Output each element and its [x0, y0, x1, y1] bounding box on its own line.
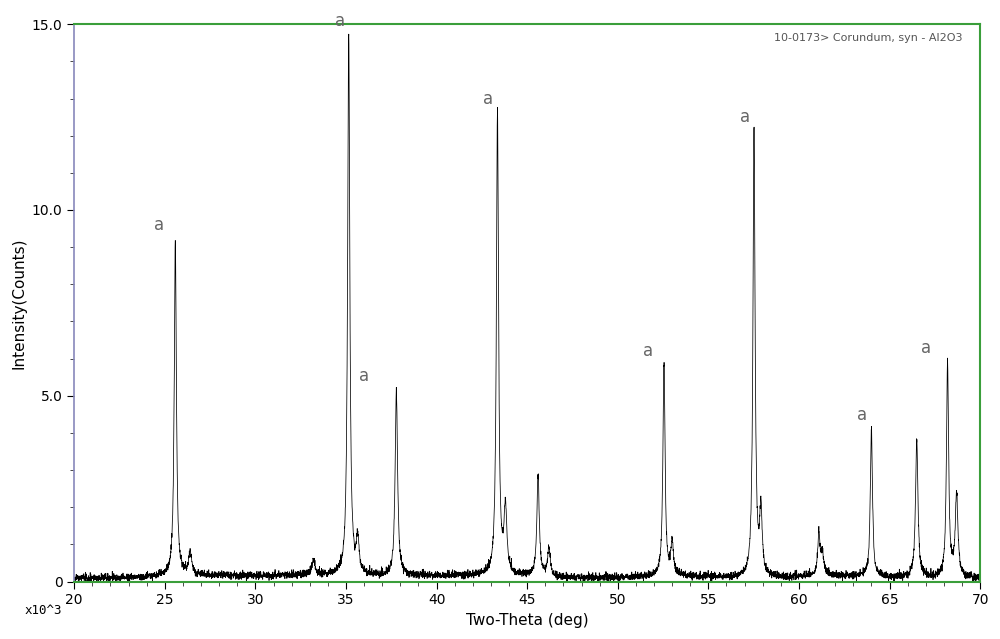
X-axis label: Two-Theta (deg): Two-Theta (deg): [466, 613, 588, 628]
Text: x10^3: x10^3: [24, 604, 62, 617]
Text: a: a: [740, 109, 750, 127]
Text: a: a: [154, 216, 164, 234]
Text: 10-0173> Corundum, syn - Al2O3: 10-0173> Corundum, syn - Al2O3: [774, 33, 962, 43]
Text: a: a: [921, 339, 931, 357]
Y-axis label: Intensity(Counts): Intensity(Counts): [11, 237, 26, 369]
Text: a: a: [483, 90, 493, 108]
Text: a: a: [857, 406, 867, 424]
Text: a: a: [359, 367, 369, 385]
Text: a: a: [643, 343, 653, 360]
Text: a: a: [335, 12, 345, 30]
